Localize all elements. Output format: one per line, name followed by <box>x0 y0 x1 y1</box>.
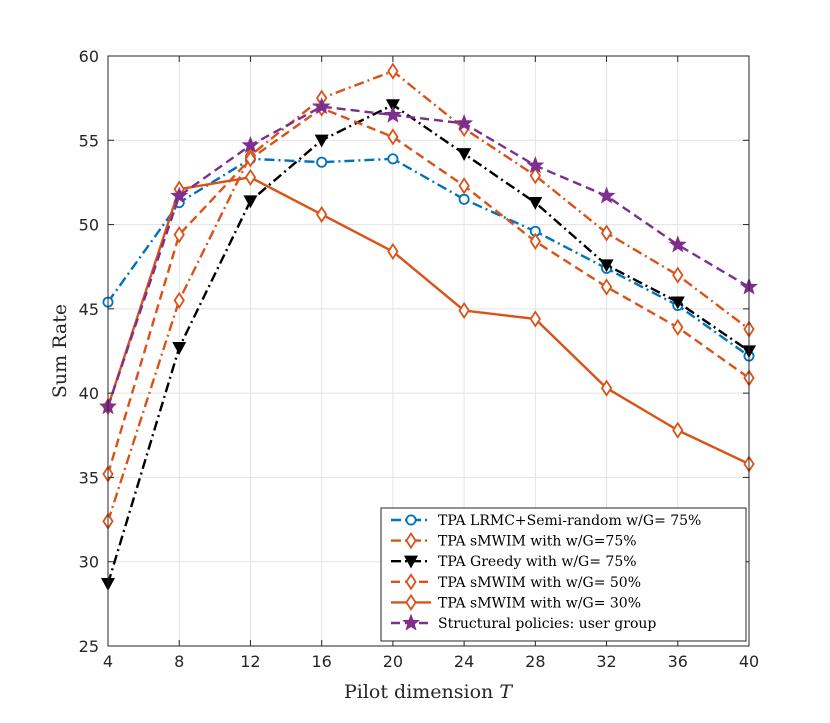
series-5-line <box>106 176 750 466</box>
series-3-point <box>243 195 258 209</box>
series-5-point <box>458 301 470 320</box>
series-6-line <box>106 105 750 408</box>
series-3-point <box>385 99 400 113</box>
x-tick-label: 4 <box>103 652 113 671</box>
series-2-point <box>173 291 185 310</box>
axis-ticks <box>107 55 750 647</box>
series-5-point <box>672 421 684 439</box>
y-axis-label: Sum Rate <box>49 304 71 398</box>
series-4-point <box>387 128 399 146</box>
series-1-point <box>387 153 399 165</box>
legend-marker <box>402 613 420 631</box>
x-tick-label: 32 <box>596 652 616 671</box>
series-6-point <box>383 105 402 123</box>
tick-labels: 4 8 12 16 20 24 28 32 36 40 25 30 35 40 45 50 55 60 <box>79 47 760 671</box>
legend-label: TPA sMWIM with w/G= 50% <box>438 575 641 591</box>
series-5-point <box>244 168 257 187</box>
series-3-point <box>670 296 685 310</box>
x-tick-label: 20 <box>383 652 403 671</box>
series-5-point <box>529 310 542 328</box>
legend-marker <box>405 531 417 550</box>
x-tick-label: 40 <box>739 652 759 671</box>
y-tick-label: 55 <box>79 131 99 150</box>
legend: TPA LRMC+Semi-random w/G= 75% TPA sMWIM w… <box>380 507 747 642</box>
series-6-point <box>241 135 260 153</box>
series-4-point <box>529 232 542 251</box>
legend-item-6: Structural policies: user group <box>391 613 656 632</box>
legend-label: TPA sMWIM with w/G= 30% <box>438 595 641 611</box>
series-3-line <box>106 103 750 584</box>
series-2-point <box>387 62 399 80</box>
series-2-point <box>529 167 542 185</box>
y-tick-label: 45 <box>79 300 99 319</box>
legend-box <box>380 507 747 642</box>
legend-item-5: TPA sMWIM with w/G= 30% <box>391 593 641 612</box>
series-5-point <box>600 379 613 397</box>
legend-item-3: TPA Greedy with w/G= 75% <box>391 554 637 570</box>
series-1-point <box>316 156 328 168</box>
series-2-point <box>600 224 613 242</box>
x-tick-label: 24 <box>454 652 474 671</box>
series-6-point <box>526 156 545 174</box>
series-4-point <box>244 150 257 168</box>
y-tick-label: 30 <box>79 553 99 572</box>
series-4-point <box>173 226 185 244</box>
y-tick-label: 50 <box>79 216 99 235</box>
series-4-line <box>106 107 750 475</box>
x-tick-label: 16 <box>311 652 331 671</box>
series-2-point <box>672 266 684 284</box>
x-axis-label: Pilot dimension T <box>344 681 513 703</box>
series-3-point <box>314 134 329 148</box>
y-tick-label: 25 <box>79 637 99 656</box>
x-tick-label: 28 <box>525 652 545 671</box>
legend-label: Structural policies: user group <box>438 616 656 632</box>
legend-item-2: TPA sMWIM with w/G=75% <box>391 531 637 550</box>
y-tick-label: 35 <box>79 468 99 487</box>
series-4-point <box>458 177 470 195</box>
y-tick-label: 60 <box>79 47 99 66</box>
legend-label: TPA sMWIM with w/G=75% <box>438 534 637 550</box>
series-6-point <box>668 235 687 253</box>
series-5-point <box>315 205 328 224</box>
series-3 <box>100 99 757 591</box>
legend-item-1: TPA LRMC+Semi-random w/G= 75% <box>391 513 701 529</box>
series-3-point <box>528 197 543 210</box>
series-6-point <box>312 97 331 115</box>
y-tick-label: 40 <box>79 384 99 403</box>
legend-label: TPA Greedy with w/G= 75% <box>438 554 637 570</box>
x-tick-label: 36 <box>668 652 688 671</box>
series-1-point <box>458 193 470 205</box>
series-3-point <box>172 342 187 355</box>
x-tick-label: 8 <box>174 652 184 671</box>
x-axis-label-text: Pilot dimension <box>344 681 493 703</box>
x-axis-label-symbol: T <box>499 681 513 703</box>
series-6-point <box>455 114 474 132</box>
series-3-point <box>599 259 614 273</box>
series-1-line <box>107 157 750 358</box>
plot-area <box>99 55 758 647</box>
legend-marker <box>405 514 417 526</box>
series-4-point <box>672 318 684 337</box>
axes-box <box>107 55 750 647</box>
legend-marker <box>405 573 417 591</box>
legend-marker <box>405 593 417 612</box>
series-3-point <box>457 148 472 162</box>
x-tick-label: 12 <box>240 652 260 671</box>
series-5-point <box>387 242 399 261</box>
legend-item-4: TPA sMWIM with w/G= 50% <box>391 573 641 591</box>
series-6-point <box>597 186 616 204</box>
series-2-line <box>106 69 750 522</box>
series-6-point <box>170 186 189 204</box>
legend-marker <box>403 555 419 569</box>
series-6 <box>99 97 758 415</box>
series-layer <box>99 62 758 591</box>
series-4-point <box>600 278 613 296</box>
legend-label: TPA LRMC+Semi-random w/G= 75% <box>438 513 701 529</box>
